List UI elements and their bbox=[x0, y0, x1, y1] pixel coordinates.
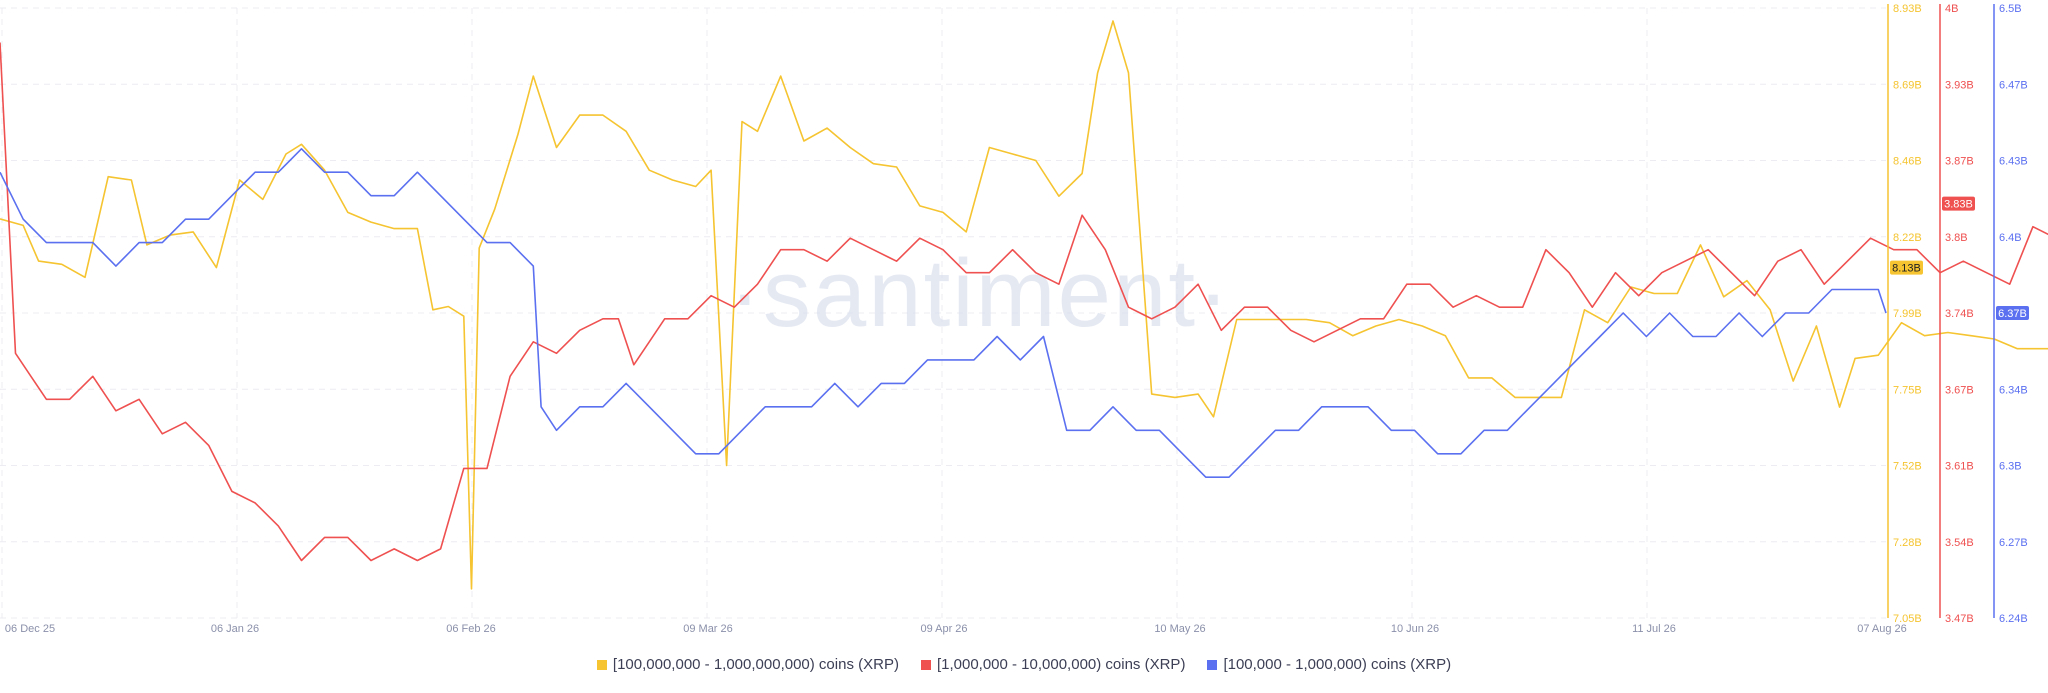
y-tick-label-a3: 6.24B bbox=[1999, 613, 2028, 625]
x-tick-label: 11 Jul 26 bbox=[1632, 623, 1676, 635]
legend-label-3: [100,000 - 1,000,000) coins (XRP) bbox=[1223, 656, 1452, 673]
chart-svg: 06 Dec 25 06 Jan 26 06 Feb 26 09 Mar 26 09 A… bbox=[0, 3, 2048, 635]
series-line-3 bbox=[0, 148, 1887, 478]
y-tick-label-a3: 6.27B bbox=[1999, 537, 2028, 549]
y-tick-label-a3: 6.4B bbox=[1999, 232, 2022, 244]
y-tick-label-a2: 3.67B bbox=[1945, 384, 1974, 396]
y-tick-label-a1: 8.93B bbox=[1893, 3, 1922, 15]
y-tick-label-a2: 3.61B bbox=[1945, 461, 1974, 473]
x-axis-tick-labels: 06 Dec 25 06 Jan 26 06 Feb 26 09 Mar 26 09 A… bbox=[5, 623, 1907, 635]
watermark: ·santiment· bbox=[729, 240, 1231, 347]
legend-swatch-3 bbox=[1207, 659, 1218, 670]
y-tick-label-a1: 7.28B bbox=[1893, 537, 1922, 549]
x-tick-label: 06 Feb 26 bbox=[446, 623, 496, 635]
y-tick-label-a2: 3.87B bbox=[1945, 156, 1974, 168]
y-tick-label-a2: 3.93B bbox=[1945, 79, 1974, 91]
current-value-badge-a3 bbox=[1996, 306, 2029, 320]
current-value-label-a3: 6.37B bbox=[1998, 308, 2027, 320]
x-tick-label: 06 Jan 26 bbox=[211, 623, 259, 635]
series-layer bbox=[0, 20, 2048, 590]
y-tick-label-a1: 8.22B bbox=[1893, 232, 1922, 244]
y-tick-label-a3: 6.5B bbox=[1999, 3, 2022, 15]
y-tick-label-a2: 3.74B bbox=[1945, 308, 1974, 320]
current-value-label-a2: 3.83B bbox=[1944, 199, 1973, 211]
x-tick-label: 09 Apr 26 bbox=[920, 623, 967, 635]
y-tick-label-a3: 6.3B bbox=[1999, 461, 2022, 473]
legend-swatch-1 bbox=[596, 659, 607, 670]
y-tick-label-a1: 7.99B bbox=[1893, 308, 1922, 320]
current-value-badge-a2 bbox=[1942, 196, 1975, 211]
legend-label-2: [1,000,000 - 10,000,000) coins (XRP) bbox=[936, 656, 1186, 673]
legend-item-series-2[interactable]: [1,000,000 - 10,000,000) coins (XRP) bbox=[920, 656, 1186, 673]
y-tick-label-a2: 3.47B bbox=[1945, 613, 1974, 625]
y-tick-label-a2: 3.54B bbox=[1945, 537, 1974, 549]
y-tick-label-a3: 6.34B bbox=[1999, 384, 2028, 396]
y-tick-label-a1: 8.46B bbox=[1893, 156, 1922, 168]
y-tick-label-a1: 7.75B bbox=[1893, 384, 1922, 396]
y-tick-label-a1: 7.05B bbox=[1893, 613, 1922, 625]
y-tick-label-a3: 6.47B bbox=[1999, 79, 2028, 91]
right-axes: 7.05B 7.28B 7.52B 7.75B 7.99B 8.22B 8.46B 8.69B… bbox=[1887, 3, 2029, 625]
grid-layer bbox=[0, 7, 1886, 619]
y-tick-label-a2: 4B bbox=[1945, 3, 1958, 15]
legend-item-series-1[interactable]: [100,000,000 - 1,000,000,000) coins (XRP… bbox=[596, 656, 899, 673]
x-tick-label: 09 Mar 26 bbox=[683, 623, 733, 635]
y-tick-label-a1: 7.52B bbox=[1893, 461, 1922, 473]
y-tick-label-a2: 3.8B bbox=[1945, 232, 1968, 244]
legend-item-series-3[interactable]: [100,000 - 1,000,000) coins (XRP) bbox=[1207, 656, 1451, 673]
legend: [100,000,000 - 1,000,000,000) coins (XRP… bbox=[0, 656, 2048, 673]
series-line-2 bbox=[0, 42, 2048, 562]
y-tick-label-a1: 8.69B bbox=[1893, 79, 1922, 91]
x-tick-label: 10 May 26 bbox=[1154, 623, 1205, 635]
legend-swatch-2 bbox=[920, 659, 931, 670]
series-line-1 bbox=[0, 20, 2048, 590]
y-tick-label-a3: 6.43B bbox=[1999, 156, 2028, 168]
current-value-badge-a1 bbox=[1890, 260, 1923, 275]
current-value-label-a1: 8.13B bbox=[1892, 263, 1921, 275]
x-tick-label: 06 Dec 25 bbox=[5, 623, 55, 635]
x-tick-label: 07 Aug 26 bbox=[1857, 623, 1907, 635]
legend-label-1: [100,000,000 - 1,000,000,000) coins (XRP… bbox=[612, 656, 899, 673]
x-tick-label: 10 Jun 26 bbox=[1391, 623, 1439, 635]
